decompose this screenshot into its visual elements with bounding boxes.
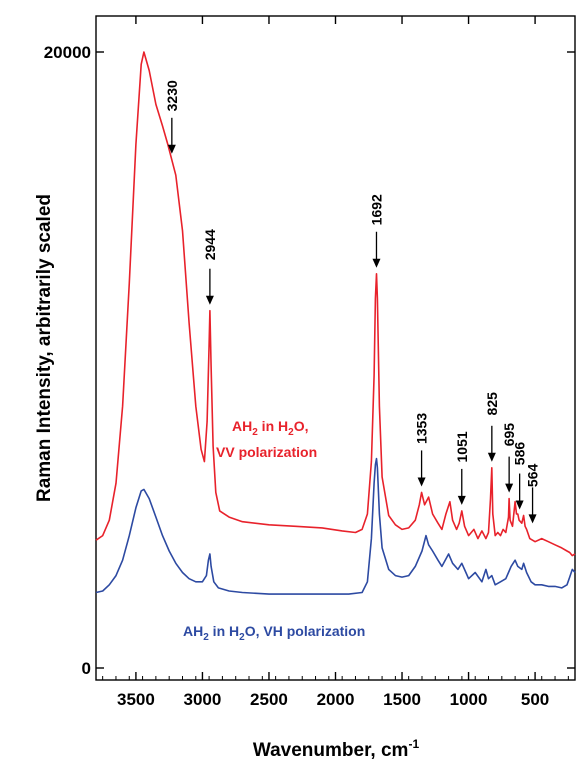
vv-series-label-line2: VV polarization bbox=[216, 444, 317, 460]
vv-series-label: AH2 in H2O, bbox=[232, 418, 308, 438]
x-tick-label: 1000 bbox=[450, 690, 488, 709]
annotation-arrowhead bbox=[515, 500, 524, 510]
vv-series-line bbox=[95, 51, 576, 557]
vh-series-label: AH2 in H2O, VH polarization bbox=[183, 623, 365, 643]
y-axis-title: Raman Intensity, arbitrarily scaled bbox=[34, 194, 55, 502]
annotation-label: 695 bbox=[501, 423, 517, 447]
annotation-label: 1353 bbox=[414, 413, 430, 444]
annotation-arrowhead bbox=[372, 258, 381, 268]
y-tick-label: 0 bbox=[82, 659, 91, 678]
annotation-label: 2944 bbox=[202, 229, 218, 260]
x-tick-label: 2000 bbox=[317, 690, 355, 709]
x-tick-label: 3500 bbox=[117, 690, 155, 709]
x-tick-label: 1500 bbox=[383, 690, 421, 709]
annotation-label: 564 bbox=[525, 464, 541, 488]
annotation-arrowhead bbox=[505, 483, 514, 493]
annotation-label: 3230 bbox=[164, 80, 180, 111]
annotation-label: 1692 bbox=[368, 194, 384, 225]
series-layer bbox=[95, 51, 576, 595]
annotation-arrowhead bbox=[417, 477, 426, 487]
vh-series-line bbox=[95, 457, 576, 595]
annotation-arrowhead bbox=[528, 514, 537, 524]
annotation-arrowhead bbox=[167, 144, 176, 154]
axis-layer: 3500 3000 2500 2000 1500 1000 500 0 20000 bbox=[44, 16, 575, 709]
annotation-arrowhead bbox=[487, 452, 496, 462]
annotation-label: 586 bbox=[512, 442, 528, 466]
annotation-label: 825 bbox=[484, 392, 500, 416]
y-tick-label: 20000 bbox=[44, 43, 91, 62]
annotation-arrowhead bbox=[457, 495, 466, 505]
x-tick-label: 3000 bbox=[184, 690, 222, 709]
annotation-arrowhead bbox=[205, 295, 214, 305]
x-tick-label: 2500 bbox=[250, 690, 288, 709]
x-axis-title: Wavenumber, cm-1 bbox=[253, 737, 420, 761]
annotation-label: 1051 bbox=[454, 431, 470, 462]
x-tick-label: 500 bbox=[521, 690, 549, 709]
